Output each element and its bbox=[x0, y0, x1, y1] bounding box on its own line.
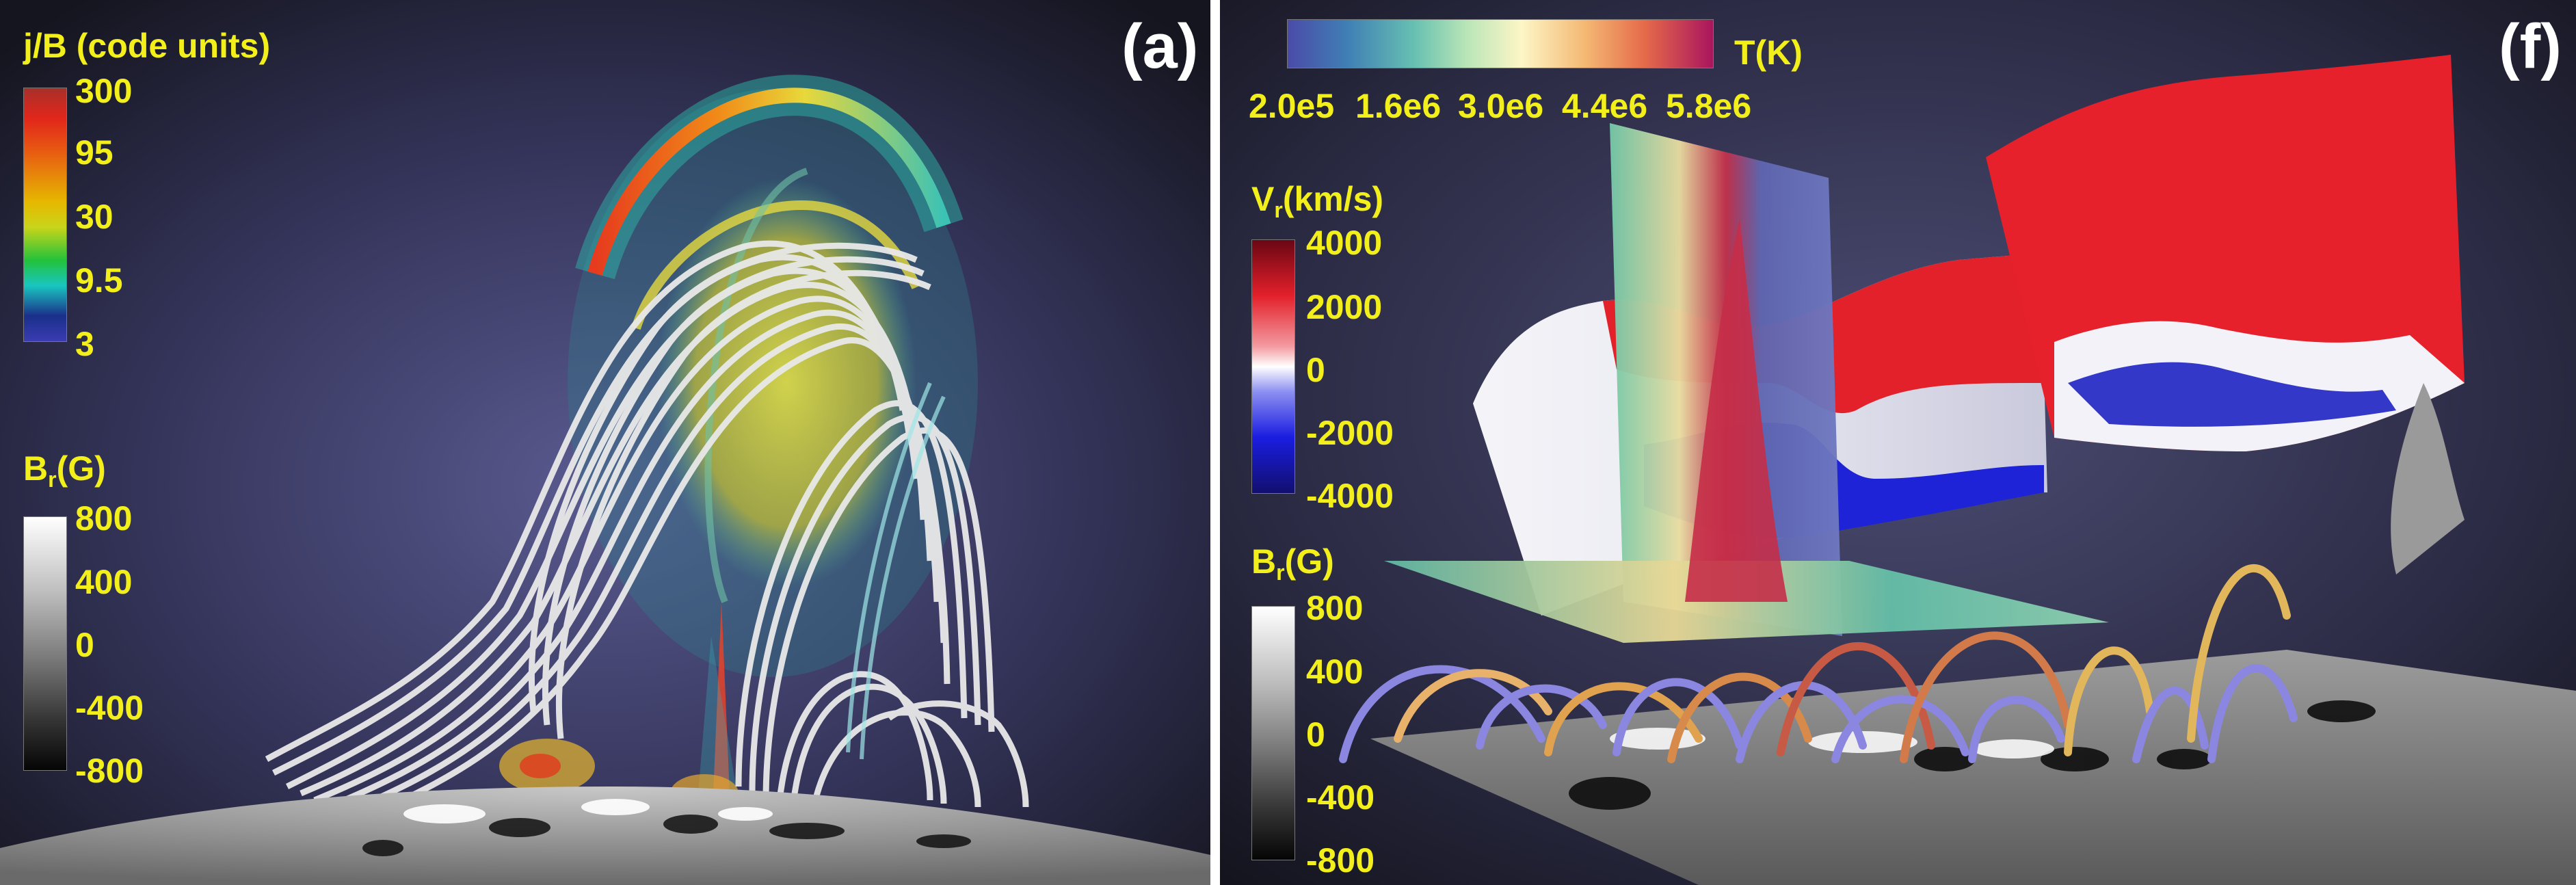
tick-label: -4000 bbox=[1306, 477, 1394, 515]
title-main: B bbox=[23, 449, 49, 488]
colorbar-vr bbox=[1251, 239, 1295, 494]
tick-label: 400 bbox=[1306, 652, 1364, 691]
tick-label: 800 bbox=[75, 499, 133, 538]
title-unit: (G) bbox=[56, 449, 106, 488]
tick-label: 95 bbox=[75, 133, 114, 172]
tick-label: 800 bbox=[1306, 589, 1364, 627]
title-sub: r bbox=[1276, 560, 1285, 585]
title-sub: r bbox=[48, 467, 57, 492]
panel-a-scene bbox=[0, 0, 1210, 885]
colorbar-title-br: Br(G) bbox=[23, 451, 106, 490]
panel-f-scene bbox=[1220, 0, 2576, 885]
panel-label: (a) bbox=[1121, 12, 1199, 81]
tick-label: 2000 bbox=[1306, 288, 1383, 326]
tick-label: 0 bbox=[1306, 715, 1325, 754]
title-main: V bbox=[1251, 180, 1275, 218]
colorbar-title-jb: j/B (code units) bbox=[23, 27, 271, 65]
tick-label: 4000 bbox=[1306, 224, 1383, 262]
tick-label: -400 bbox=[1306, 778, 1375, 817]
panel-label: (f) bbox=[2499, 12, 2562, 81]
colorbar-br bbox=[23, 516, 67, 771]
tick-label: 3 bbox=[75, 325, 94, 363]
colorbar-title-temperature: T(K) bbox=[1734, 34, 1803, 72]
tick-label: 2.0e5 bbox=[1249, 87, 1335, 125]
tick-label: -400 bbox=[75, 689, 144, 727]
tick-label: -800 bbox=[75, 752, 144, 790]
tick-label: 0 bbox=[75, 626, 94, 664]
panel-a: (a) j/B (code units) 300 95 30 9.5 3 Br(… bbox=[0, 0, 1210, 885]
colorbar-br bbox=[1251, 606, 1295, 860]
tick-label: -800 bbox=[1306, 841, 1375, 880]
panel-f: (f) T(K) 2.0e5 1.6e6 3.0e6 4.4e6 5.8e6 V… bbox=[1220, 0, 2576, 885]
tick-label: 300 bbox=[75, 72, 133, 110]
tick-label: 0 bbox=[1306, 351, 1325, 389]
tick-label: 5.8e6 bbox=[1666, 87, 1752, 125]
colorbar-title-br: Br(G) bbox=[1251, 544, 1334, 583]
title-unit: (km/s) bbox=[1282, 180, 1384, 218]
title-main: B bbox=[1251, 542, 1277, 581]
tick-label: 9.5 bbox=[75, 261, 123, 300]
colorbar-temperature bbox=[1287, 19, 1714, 68]
tick-label: 3.0e6 bbox=[1458, 87, 1544, 125]
tick-label: 1.6e6 bbox=[1355, 87, 1442, 125]
tick-label: 400 bbox=[75, 563, 133, 601]
title-sub: r bbox=[1274, 198, 1283, 222]
colorbar-title-vr: Vr(km/s) bbox=[1251, 182, 1383, 221]
tick-label: 4.4e6 bbox=[1562, 87, 1648, 125]
tick-label: -2000 bbox=[1306, 414, 1394, 452]
title-unit: (G) bbox=[1284, 542, 1334, 581]
tick-label: 30 bbox=[75, 198, 114, 236]
colorbar-jb bbox=[23, 88, 67, 342]
